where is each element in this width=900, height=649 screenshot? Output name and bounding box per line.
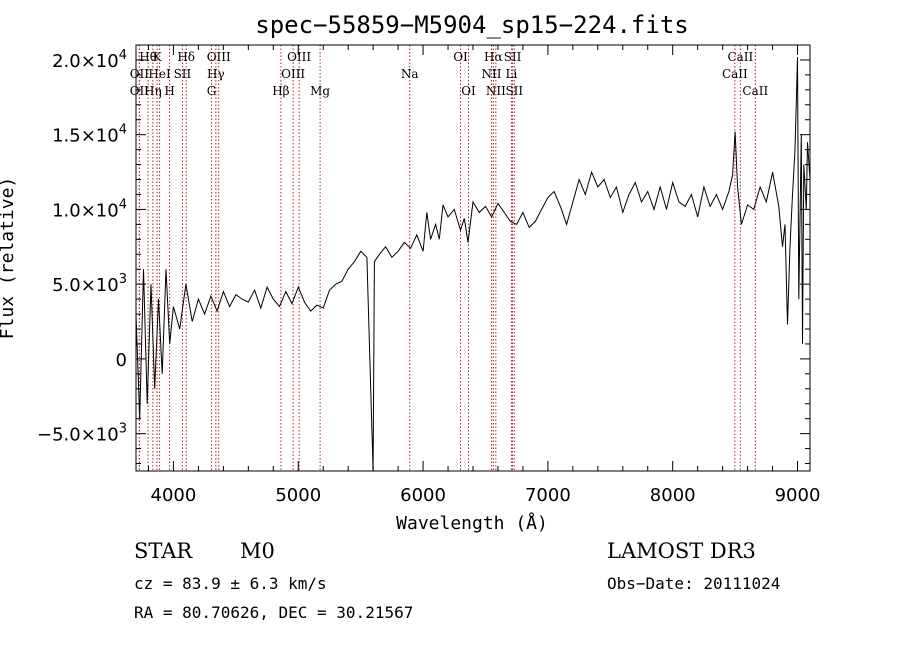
- line-label: CaII: [727, 50, 753, 64]
- x-tick-label: 7000: [525, 485, 571, 506]
- redshift-velocity: cz = 83.9 ± 6.3 km/s: [134, 574, 327, 593]
- coordinates: RA = 80.70626, DEC = 30.21567: [134, 603, 414, 622]
- x-tick-label: 4000: [151, 485, 197, 506]
- line-label: Na: [401, 67, 419, 81]
- line-label: NII: [486, 84, 506, 98]
- line-label: Li: [506, 67, 518, 81]
- line-label: HeI: [148, 67, 171, 81]
- survey-name: LAMOST DR3: [607, 539, 756, 563]
- line-label: OII: [130, 67, 150, 81]
- x-tick-label: 8000: [650, 485, 696, 506]
- object-class: STAR: [134, 539, 193, 563]
- y-axis-label: Flux (relative): [0, 177, 18, 340]
- line-label: SII: [504, 50, 522, 64]
- object-subclass: M0: [240, 539, 275, 563]
- line-label: Hα: [484, 50, 503, 64]
- line-label: CaII: [722, 67, 748, 81]
- line-label: OII: [130, 84, 150, 98]
- y-tick-label: 2.0×104: [52, 48, 127, 72]
- y-tick-label: 0: [116, 350, 127, 371]
- x-tick-label: 5000: [275, 485, 321, 506]
- x-axis-label: Wavelength (Å): [396, 512, 548, 534]
- x-tick-labels: 4000 5000 6000 7000 8000 9000: [151, 485, 821, 506]
- x-tick-label: 6000: [400, 485, 446, 506]
- y-tick-label: 1.0×104: [52, 197, 127, 221]
- line-label: Hδ: [177, 50, 195, 64]
- line-label: Hη: [144, 84, 162, 98]
- line-label: OIII: [207, 50, 231, 64]
- line-label: Hβ: [272, 84, 289, 98]
- line-label: OIII: [287, 50, 311, 64]
- line-label: OIII: [281, 67, 305, 81]
- axis-ticks: [136, 44, 810, 471]
- line-label: OI: [461, 84, 476, 98]
- line-label: OI: [453, 50, 468, 64]
- line-label: SII: [505, 84, 523, 98]
- line-label: G: [207, 84, 217, 98]
- line-label: Hθ: [139, 50, 157, 64]
- line-label: SII: [174, 67, 192, 81]
- plot-frame: [135, 44, 811, 472]
- line-label: CaII: [742, 84, 768, 98]
- spectral-line-markers: [138, 45, 756, 471]
- line-label: NII: [481, 67, 501, 81]
- y-tick-label: 1.5×104: [52, 123, 127, 147]
- line-label: K: [153, 50, 163, 64]
- observation-date: Obs−Date: 20111024: [607, 574, 781, 593]
- y-tick-label: 5.0×103: [52, 272, 127, 296]
- x-tick-label: 9000: [775, 485, 821, 506]
- y-tick-label: −5.0×103: [37, 422, 127, 446]
- chart-title: spec−55859−M5904_sp15−224.fits: [255, 11, 688, 39]
- line-label: Hγ: [207, 67, 225, 81]
- y-tick-labels: 2.0×104 1.5×104 1.0×104 5.0×103 0 −5.0×103: [37, 48, 127, 446]
- spectrum-line: [135, 56, 811, 472]
- line-label: H: [164, 84, 174, 98]
- line-label: Mg: [310, 84, 330, 98]
